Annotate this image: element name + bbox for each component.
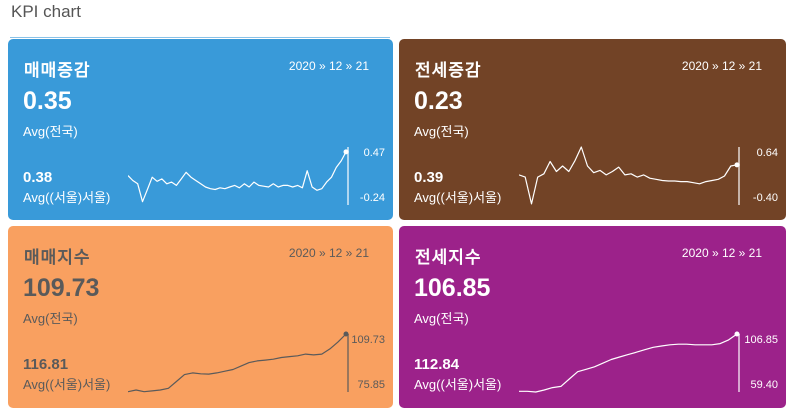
card-sub-label: Avg((서울)서울)	[414, 190, 502, 205]
title-divider	[10, 37, 390, 38]
card-avg-label: Avg(전국)	[414, 311, 469, 326]
sparkline-min-label: 75.85	[357, 379, 385, 391]
card-date: 2020 » 12 » 21	[288, 59, 369, 73]
card-date: 2020 » 12 » 21	[288, 246, 369, 260]
sparkline-chart	[128, 331, 349, 393]
sparkline-max-label: 109.73	[351, 334, 385, 346]
card-avg-label: Avg(전국)	[23, 311, 78, 326]
card-value: 106.85	[414, 274, 491, 302]
card-date: 2020 » 12 » 21	[681, 59, 762, 73]
card-value: 0.23	[414, 87, 463, 115]
card-sub-label: Avg((서울)서울)	[23, 190, 111, 205]
card-sub-value: 112.84	[414, 356, 460, 373]
sparkline-chart	[519, 146, 740, 205]
sparkline-chart	[128, 147, 349, 205]
card-sub-label: Avg((서울)서울)	[23, 377, 111, 392]
card-title: 전세증감	[415, 61, 482, 80]
page-title: KPI chart	[11, 2, 81, 21]
card-sub-label: Avg((서울)서울)	[414, 377, 502, 392]
kpi-card-sales-index: 매매지수 2020 » 12 » 21 109.73 Avg(전국) 116.8…	[8, 226, 393, 408]
kpi-card-jeonse-change: 전세증감 2020 » 12 » 21 0.23 Avg(전국) 0.39 Av…	[399, 39, 786, 220]
card-avg-label: Avg(전국)	[414, 124, 469, 139]
sparkline-max-label: 0.47	[363, 147, 385, 159]
sparkline-max-label: 106.85	[744, 334, 778, 346]
card-title: 매매증감	[24, 61, 91, 80]
card-sub-value: 116.81	[23, 356, 69, 373]
kpi-card-jeonse-index: 전세지수 2020 » 12 » 21 106.85 Avg(전국) 112.8…	[399, 226, 786, 408]
card-avg-label: Avg(전국)	[23, 124, 78, 139]
card-date: 2020 » 12 » 21	[681, 246, 762, 260]
sparkline-min-label: -0.24	[359, 192, 385, 204]
card-title: 매매지수	[24, 248, 91, 267]
card-value: 109.73	[23, 274, 100, 302]
card-title: 전세지수	[415, 248, 482, 267]
sparkline-chart	[519, 331, 740, 393]
card-value: 0.35	[23, 87, 72, 115]
kpi-card-sales-change: 매매증감 2020 » 12 » 21 0.35 Avg(전국) 0.38 Av…	[8, 39, 393, 220]
sparkline-min-label: -0.40	[752, 192, 778, 204]
sparkline-min-label: 59.40	[750, 379, 778, 391]
card-sub-value: 0.39	[414, 169, 444, 186]
card-sub-value: 0.38	[23, 169, 53, 186]
sparkline-max-label: 0.64	[756, 147, 778, 159]
